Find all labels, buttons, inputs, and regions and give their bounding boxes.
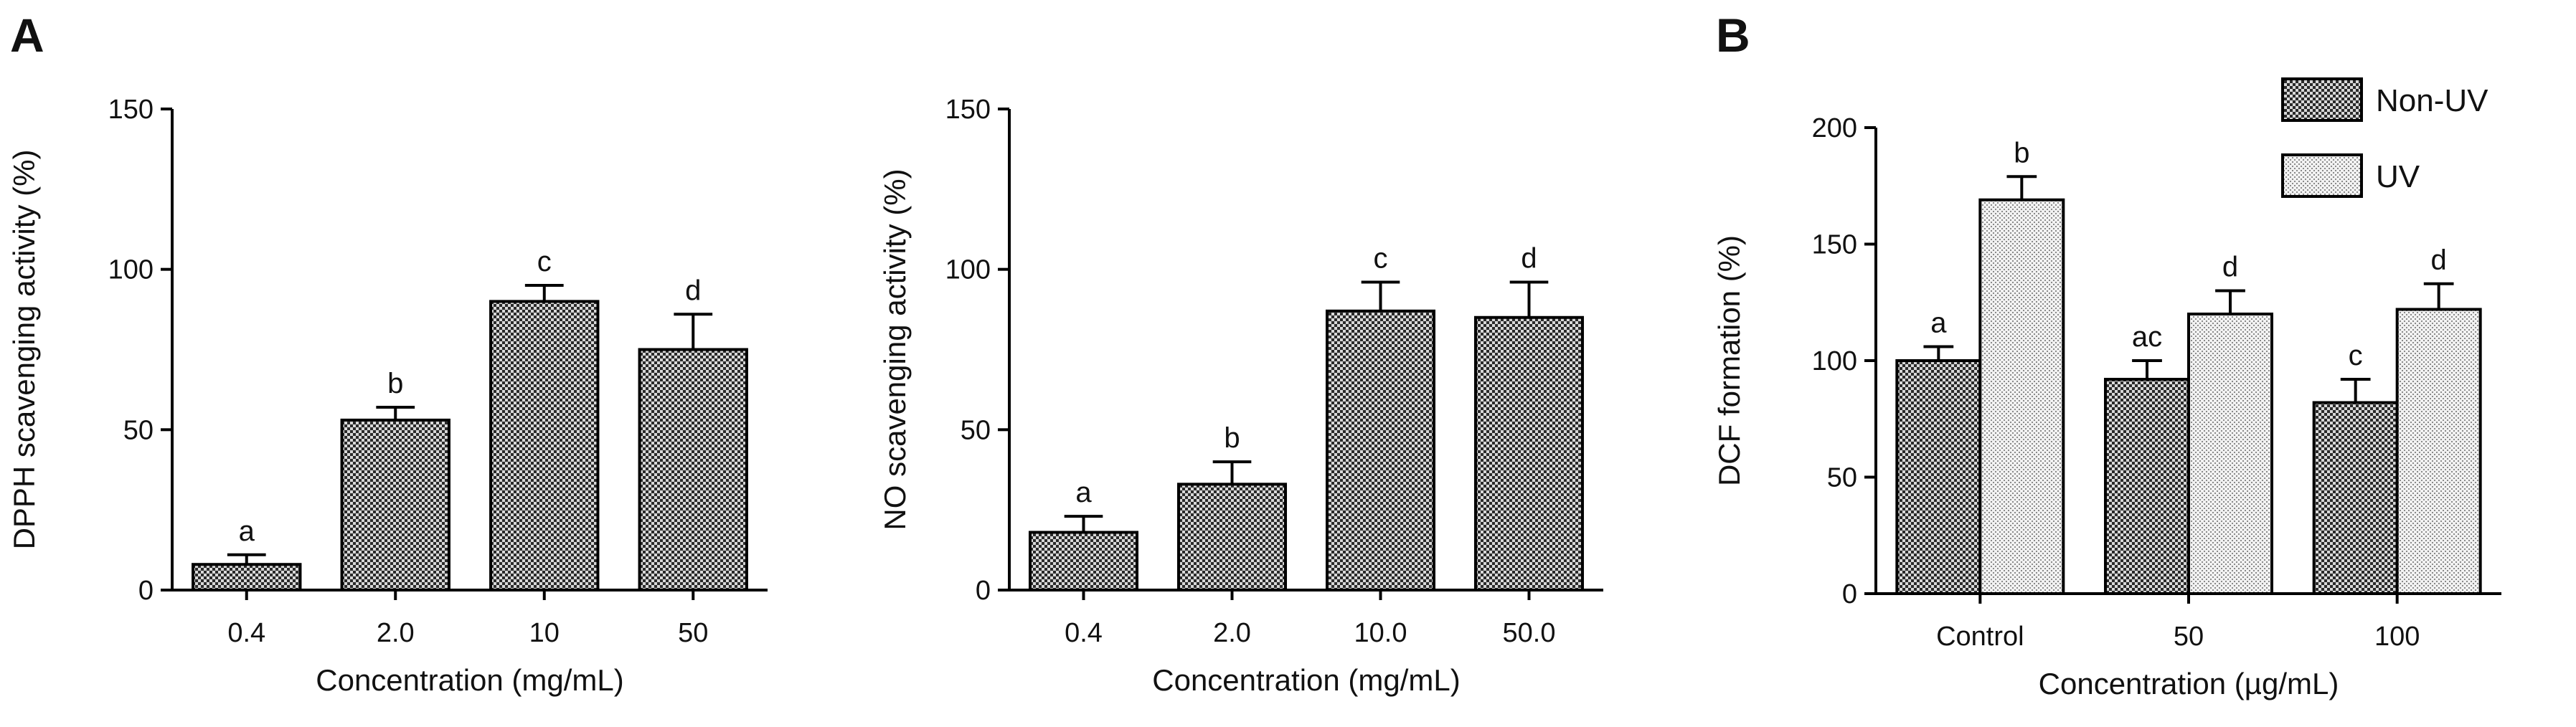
x-tick-label: 10	[529, 618, 560, 648]
uv-bar	[2395, 308, 2482, 595]
non-uv-significance-label: ac	[2132, 321, 2162, 353]
dpph-chart: 0 50 100 150 DPPH scavenging activity (%) Con…	[7, 95, 768, 697]
x-tick-label: 10.0	[1354, 618, 1407, 648]
y-tick-label: 50	[1827, 463, 1857, 493]
bar-2-significance-label: c	[1374, 243, 1388, 275]
y-tick-label: 150	[945, 95, 991, 125]
bar-3-bar	[638, 348, 748, 591]
non-uv-bar	[2104, 378, 2190, 595]
x-tick-label: 0.4	[1065, 618, 1103, 648]
y-tick-label: 50	[123, 415, 154, 445]
uv-bar	[2187, 313, 2273, 595]
y-tick-label: 100	[1812, 346, 1857, 376]
non-uv-bar	[1895, 359, 1982, 595]
x-tick-label: 50	[2174, 622, 2204, 652]
y-tick-label: 200	[1812, 113, 1857, 143]
bar-0-significance-label: a	[1075, 477, 1092, 508]
non-uv-bar	[2312, 401, 2399, 595]
legend-swatch-uv	[2281, 153, 2363, 198]
bar-2-bar	[1325, 309, 1436, 591]
y-tick-label: 100	[945, 255, 991, 285]
x-tick-label: 2.0	[1213, 618, 1251, 648]
non-uv-significance-label: a	[1930, 308, 1947, 339]
y-tick-label: 150	[1812, 230, 1857, 260]
bar-3-significance-label: d	[685, 275, 701, 306]
legend-label-uv: UV	[2376, 159, 2420, 194]
y-tick-label: 50	[961, 415, 991, 445]
x-tick-label: 0.4	[227, 618, 265, 648]
bar-0-significance-label: a	[239, 515, 255, 547]
uv-significance-label: d	[2222, 252, 2238, 283]
uv-significance-label: d	[2431, 244, 2447, 276]
non-uv-significance-label: c	[2349, 340, 2363, 371]
legend-swatch-non-uv	[2281, 77, 2363, 122]
bar-1-bar	[340, 418, 450, 591]
no-chart: 0 50 100 150 NO scavenging activity (%) Conce…	[878, 95, 1603, 697]
bar-3-bar	[1473, 315, 1585, 591]
legend-label-non-uv: Non-UV	[2376, 83, 2488, 118]
panel-label-b: B	[1716, 9, 1750, 62]
uv-significance-label: b	[2014, 137, 2029, 168]
y-axis-label: NO scavenging activity (%)	[878, 168, 912, 530]
x-axis-label: Concentration (mg/mL)	[1152, 663, 1461, 697]
bar-1-bar	[1176, 483, 1288, 591]
bar-0-bar	[192, 563, 302, 591]
panel-label-a: A	[10, 9, 44, 62]
y-tick-label: 0	[138, 576, 154, 606]
x-axis-label: Concentration (µg/mL)	[2039, 667, 2339, 700]
bar-2-significance-label: c	[537, 246, 552, 277]
y-axis-label: DCF formation (%)	[1712, 235, 1746, 486]
bar-1-significance-label: b	[1224, 422, 1240, 454]
y-tick-label: 150	[108, 95, 154, 125]
bar-0-bar	[1028, 531, 1139, 591]
x-tick-label: 2.0	[377, 618, 415, 648]
bar-3-significance-label: d	[1521, 243, 1537, 275]
x-tick-label: 100	[2374, 622, 2420, 652]
dcf-chart: 0 50 100 150 200 DCF formation (%) Concentrati…	[1712, 77, 2501, 700]
y-tick-label: 100	[108, 255, 154, 285]
x-tick-label: Control	[1936, 622, 2024, 652]
uv-bar	[1978, 198, 2065, 595]
bar-2-bar	[489, 300, 600, 591]
x-tick-label: 50.0	[1503, 618, 1556, 648]
x-tick-label: 50	[678, 618, 708, 648]
y-tick-label: 0	[1842, 579, 1857, 609]
bar-1-significance-label: b	[387, 368, 403, 399]
y-axis-label: DPPH scavenging activity (%)	[7, 150, 41, 550]
x-axis-label: Concentration (mg/mL)	[316, 663, 624, 697]
y-tick-label: 0	[976, 576, 991, 606]
